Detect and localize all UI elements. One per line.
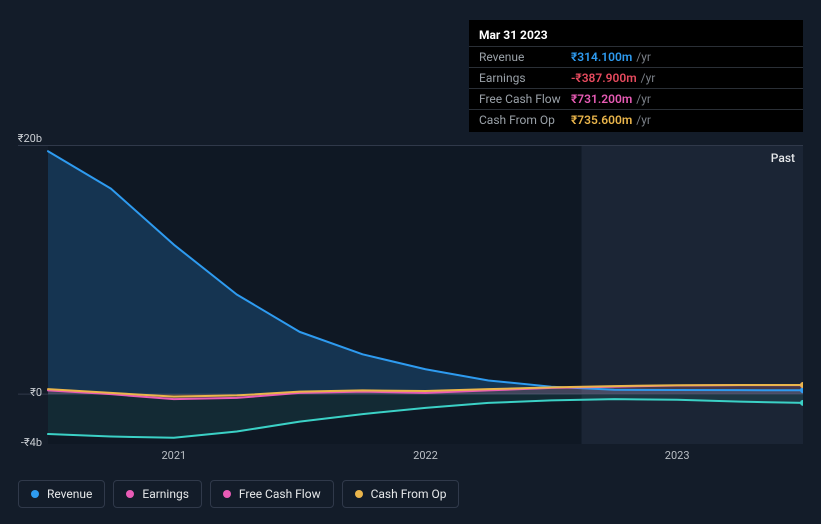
legend-item-revenue[interactable]: Revenue xyxy=(18,480,105,508)
tooltip-row-fcf: Free Cash Flow ₹731.200m /yr xyxy=(469,88,803,109)
legend-label: Cash From Op xyxy=(371,487,447,501)
tooltip-row-revenue: Revenue ₹314.100m /yr xyxy=(469,46,803,67)
x-axis-ticks: 2021 2022 2023 xyxy=(18,449,803,465)
tooltip-value: ₹735.600m xyxy=(571,113,632,127)
chart-tooltip: Mar 31 2023 Revenue ₹314.100m /yr Earnin… xyxy=(469,20,803,132)
tooltip-value: ₹314.100m xyxy=(571,50,632,64)
legend-dot xyxy=(223,490,231,498)
tooltip-label: Earnings xyxy=(479,71,571,85)
tooltip-row-earnings: Earnings -₹387.900m /yr xyxy=(469,67,803,88)
legend-dot xyxy=(355,490,363,498)
legend-item-cfo[interactable]: Cash From Op xyxy=(342,480,460,508)
chart-plot-area[interactable]: Past xyxy=(18,145,803,444)
y-tick-label: ₹20b xyxy=(2,132,42,145)
legend-item-fcf[interactable]: Free Cash Flow xyxy=(210,480,334,508)
tooltip-date: Mar 31 2023 xyxy=(469,26,803,46)
legend-dot xyxy=(126,490,134,498)
tooltip-value: -₹387.900m xyxy=(571,71,637,85)
x-tick-label: 2021 xyxy=(161,449,186,462)
tooltip-per: /yr xyxy=(636,113,651,127)
tooltip-label: Revenue xyxy=(479,50,571,64)
legend-label: Earnings xyxy=(142,487,189,501)
legend-label: Revenue xyxy=(47,487,92,501)
x-tick-label: 2023 xyxy=(665,449,690,462)
tooltip-per: /yr xyxy=(636,92,651,106)
legend-dot xyxy=(31,490,39,498)
past-label: Past xyxy=(771,151,795,165)
chart-legend: Revenue Earnings Free Cash Flow Cash Fro… xyxy=(18,480,459,508)
tooltip-row-cfo: Cash From Op ₹735.600m /yr xyxy=(469,109,803,130)
x-tick-label: 2022 xyxy=(413,449,438,462)
tooltip-label: Cash From Op xyxy=(479,113,571,127)
tooltip-value: ₹731.200m xyxy=(571,92,632,106)
tooltip-per: /yr xyxy=(641,71,656,85)
tooltip-label: Free Cash Flow xyxy=(479,92,571,106)
legend-label: Free Cash Flow xyxy=(239,487,321,501)
tooltip-per: /yr xyxy=(636,50,651,64)
chart-svg xyxy=(18,145,803,444)
y-tick-label: -₹4b xyxy=(2,436,42,449)
y-tick-label: ₹0 xyxy=(2,386,42,399)
legend-item-earnings[interactable]: Earnings xyxy=(113,480,202,508)
